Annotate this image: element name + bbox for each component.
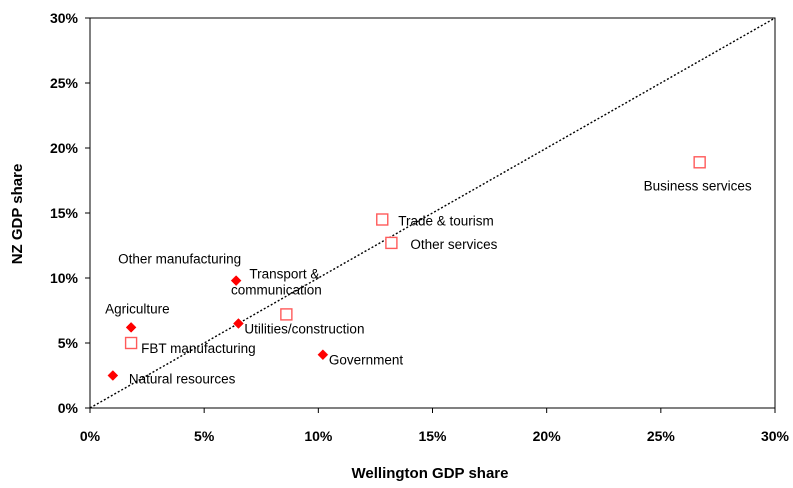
point-transport-communication: [280, 308, 293, 321]
y-tick-label: 30%: [50, 10, 79, 26]
point-natural-resources: [107, 370, 119, 381]
point-label-trade-tourism: Trade & tourism: [398, 214, 494, 229]
reference-line-layer: [89, 17, 776, 409]
y-tick-label: 15%: [50, 205, 79, 221]
point-other-services: [385, 236, 398, 250]
point-label-fbt-manufacturing: FBT manufacturing: [141, 341, 256, 356]
x-tick-label: 10%: [304, 428, 333, 444]
point-label-other-services: Other services: [410, 237, 497, 252]
y-tick-label: 5%: [58, 335, 79, 351]
x-tick-label: 30%: [761, 428, 790, 444]
x-axis-title: Wellington GDP share: [352, 465, 509, 482]
point-label-government: Government: [329, 353, 404, 368]
x-tick-label: 5%: [194, 428, 215, 444]
x-tick-label: 15%: [418, 428, 447, 444]
x-tick-label: 25%: [647, 428, 676, 444]
y-tick-label: 10%: [50, 270, 79, 286]
point-trade-tourism: [376, 213, 389, 226]
point-label-other-manufacturing: Other manufacturing: [118, 252, 241, 267]
point-business-services: [693, 156, 706, 169]
x-tick-label: 0%: [80, 428, 101, 444]
point-label-natural-resources: Natural resources: [129, 372, 236, 387]
point-fbt-manufacturing: [124, 336, 138, 350]
point-label-agriculture: Agriculture: [105, 301, 170, 316]
point-labels-layer: Business services Trade & tourism Other se…: [105, 178, 752, 386]
y-tick-label: 0%: [58, 400, 79, 416]
y-tick-label: 20%: [50, 140, 79, 156]
point-label-utilities-construction: Utilities/construction: [244, 322, 364, 337]
diagonal-reference-line: [89, 17, 776, 409]
points-layer: [107, 156, 706, 381]
point-label-transport-communication: Transport & communication: [231, 266, 322, 297]
point-agriculture: [125, 322, 137, 333]
x-tick-label: 20%: [533, 428, 562, 444]
point-other-manufacturing: [230, 275, 242, 286]
point-government: [317, 349, 329, 361]
point-label-business-services: Business services: [644, 178, 752, 193]
y-axis-title: NZ GDP share: [9, 164, 26, 265]
point-utilities-construction: [233, 318, 244, 329]
y-tick-label: 25%: [50, 75, 79, 91]
axes: 0% 5% 10% 15% 20% 25% 30% 0% 5% 10% 15% 20% 25% 30%: [50, 10, 790, 444]
